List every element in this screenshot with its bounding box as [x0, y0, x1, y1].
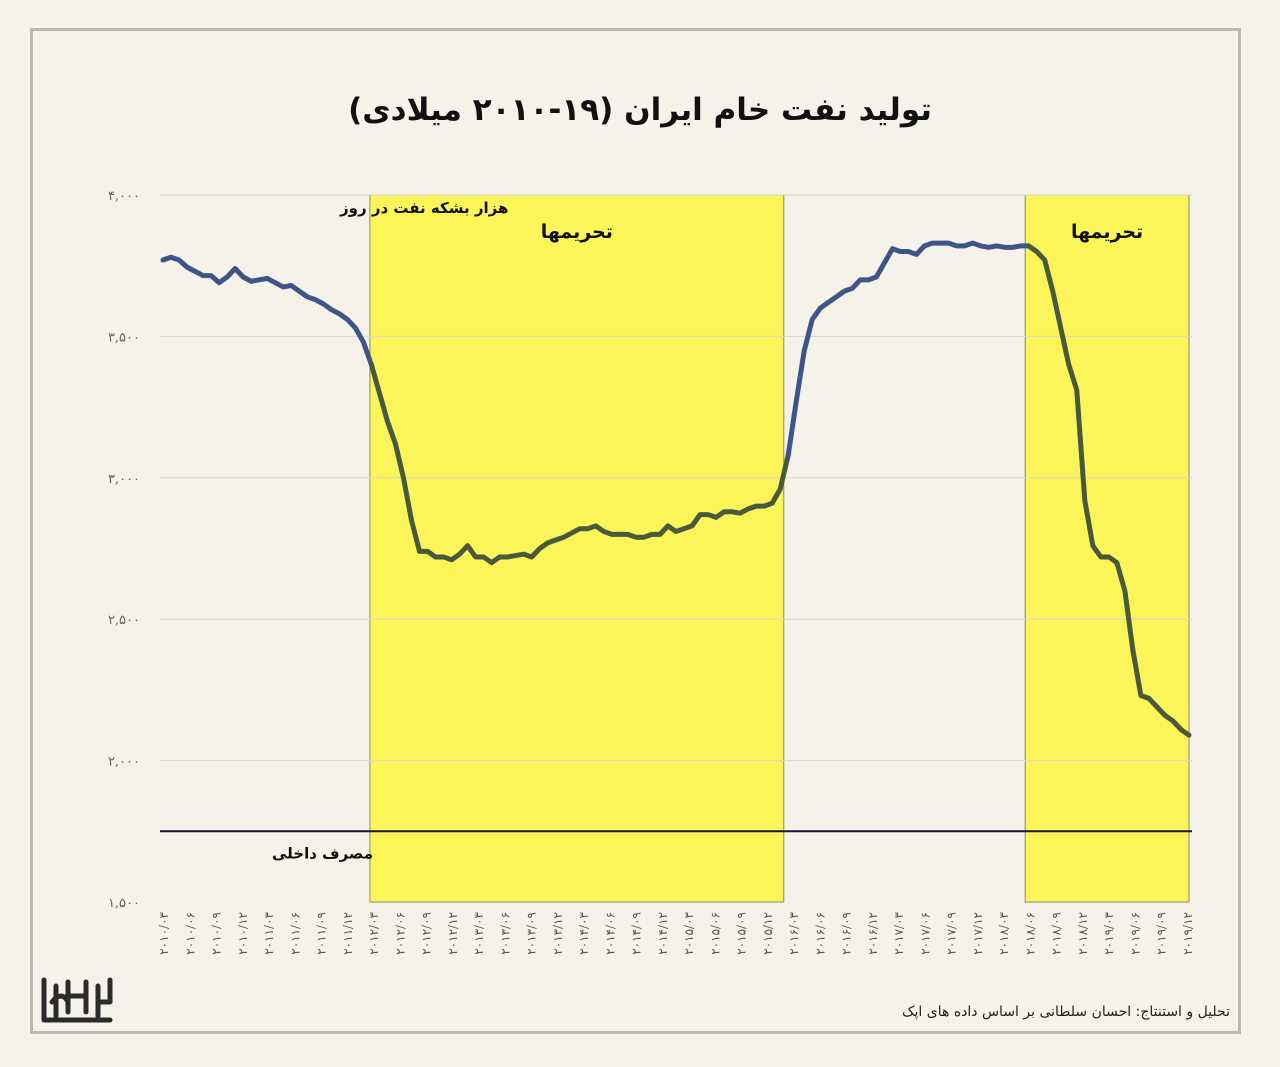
x-tick-label: ۲۰۱۲/۱۲	[446, 912, 460, 955]
x-tick-label: ۲۰۱۱/۰۳	[262, 911, 276, 954]
x-tick-label: ۲۰۱۶/۰۹	[840, 912, 854, 955]
production-line	[160, 254, 374, 368]
production-line	[785, 240, 1032, 458]
y-tick-label: ۳,۰۰۰	[108, 472, 140, 487]
x-tick-label: ۲۰۱۳/۰۹	[525, 912, 539, 955]
x-tick-label: ۲۰۱۰/۱۲	[236, 912, 250, 955]
x-tick-label: ۲۰۱۵/۱۲	[761, 912, 775, 955]
x-tick-label: ۲۰۱۴/۰۹	[630, 912, 644, 955]
x-tick-label: ۲۰۱۵/۰۶	[708, 912, 722, 955]
x-tick-label: ۲۰۱۶/۱۲	[866, 912, 880, 955]
x-tick-label: ۲۰۱۴/۱۲	[656, 912, 670, 955]
x-tick-label: ۲۰۱۸/۰۹	[1050, 912, 1064, 955]
y-tick-label: ۲,۵۰۰	[108, 613, 140, 628]
x-tick-label: ۲۰۱۱/۱۲	[341, 912, 355, 955]
author-logo	[38, 972, 118, 1028]
x-tick-label: ۲۰۱۴/۰۳	[577, 911, 591, 954]
x-tick-label: ۲۰۱۶/۰۶	[813, 912, 827, 955]
x-tick-label: ۲۰۱۷/۰۹	[945, 912, 959, 955]
x-tick-label: ۲۰۱۹/۰۳	[1102, 911, 1116, 954]
sanction-band	[369, 194, 785, 903]
x-tick-label: ۲۰۱۳/۰۶	[498, 912, 512, 955]
x-tick-label: ۲۰۱۶/۰۳	[787, 911, 801, 954]
sanction-band	[1024, 194, 1190, 903]
x-tick-label: ۲۰۱۹/۰۶	[1128, 912, 1142, 955]
x-tick-label: ۲۰۱۵/۰۹	[735, 912, 749, 955]
x-tick-label: ۲۰۱۱/۰۹	[315, 912, 329, 955]
x-tick-label: ۲۰۱۳/۰۳	[472, 911, 486, 954]
x-tick-label: ۲۰۱۰/۰۹	[210, 912, 224, 955]
sanction-label: تحریمها	[1071, 221, 1143, 243]
x-tick-label: ۲۰۱۱/۰۶	[288, 912, 302, 955]
x-tick-label: ۲۰۱۳/۱۲	[551, 912, 565, 955]
source-note: تحلیل و استنتاج: احسان سلطانی بر اساس دا…	[902, 1004, 1230, 1020]
y-tick-label: ۴,۰۰۰	[108, 189, 140, 204]
y-tick-label: ۲,۰۰۰	[108, 755, 140, 770]
y-tick-label: ۳,۵۰۰	[108, 330, 140, 345]
x-tick-label: ۲۰۱۲/۰۶	[393, 912, 407, 955]
x-tick-label: ۲۰۱۵/۰۳	[682, 911, 696, 954]
x-tick-label: ۲۰۱۹/۰۹	[1155, 912, 1169, 955]
sanction-label: تحریمها	[541, 221, 613, 243]
x-tick-label: ۲۰۱۲/۰۳	[367, 911, 381, 954]
x-tick-label: ۲۰۱۰/۰۶	[183, 912, 197, 955]
x-tick-label: ۲۰۱۰/۰۳	[157, 911, 171, 954]
x-tick-label: ۲۰۱۴/۰۶	[603, 912, 617, 955]
production-line	[1026, 243, 1192, 738]
x-tick-label: ۲۰۱۸/۱۲	[1076, 912, 1090, 955]
x-tick-label: ۲۰۱۸/۰۳	[997, 911, 1011, 954]
chart-title: تولید نفت خام ایران (۱۹-۲۰۱۰ میلادی)	[348, 92, 932, 128]
production-line	[368, 362, 791, 566]
x-tick-label: ۲۰۱۹/۱۲	[1181, 912, 1195, 955]
x-tick-label: ۲۰۱۸/۰۶	[1023, 912, 1037, 955]
y-axis-label: هزار بشکه نفت در روز	[339, 199, 508, 217]
y-tick-label: ۱,۵۰۰	[108, 896, 140, 911]
outer-frame	[30, 28, 1241, 1034]
consumption-label: مصرف داخلی	[272, 844, 373, 862]
x-tick-label: ۲۰۱۷/۰۶	[918, 912, 932, 955]
x-tick-label: ۲۰۱۲/۰۹	[420, 912, 434, 955]
x-tick-label: ۲۰۱۷/۱۲	[971, 912, 985, 955]
x-tick-label: ۲۰۱۷/۰۳	[892, 911, 906, 954]
